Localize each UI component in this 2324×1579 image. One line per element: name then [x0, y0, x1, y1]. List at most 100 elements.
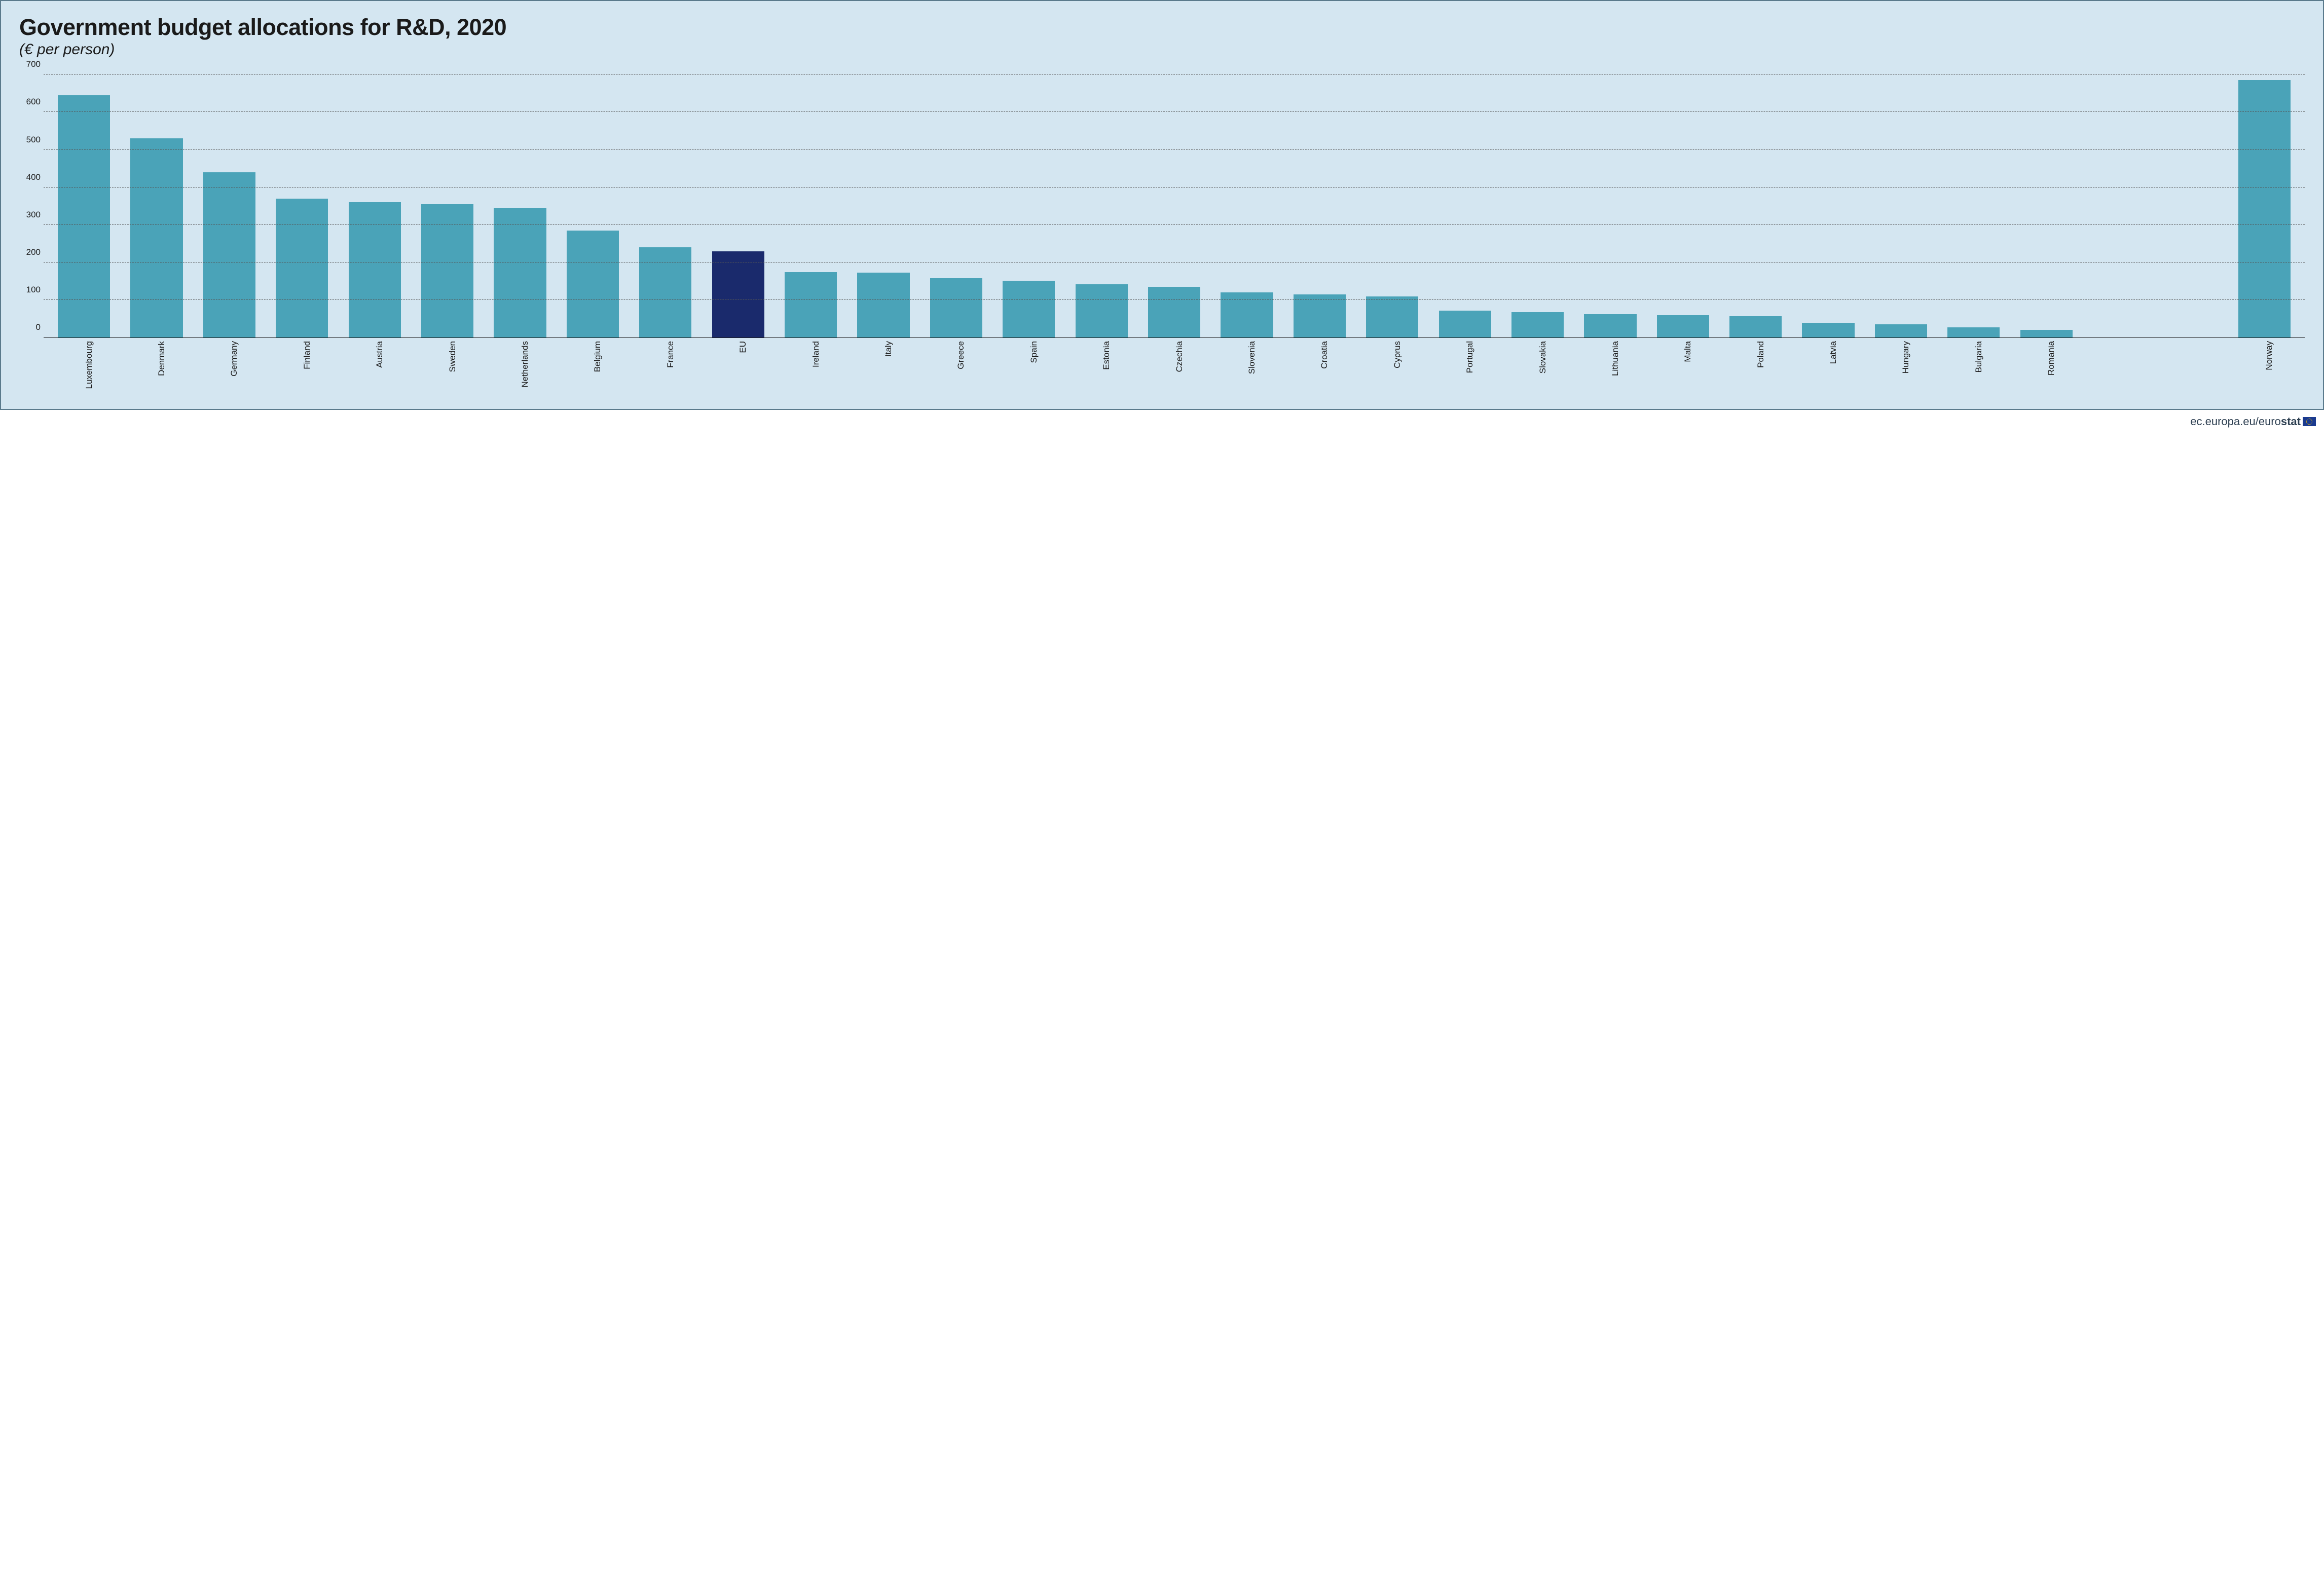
x-label-slot: Poland	[1719, 338, 1792, 404]
bar	[1584, 314, 1636, 338]
x-label-slot: Spain	[992, 338, 1065, 404]
bar	[857, 273, 909, 337]
x-tick-label: Finland	[302, 341, 312, 369]
x-label-slot: EU	[702, 338, 774, 404]
bar-slot	[1865, 74, 1937, 337]
bar	[1511, 312, 1564, 337]
source-url-prefix: ec.europa.eu/	[2190, 415, 2259, 428]
chart-card: Government budget allocations for R&D, 2…	[0, 0, 2324, 410]
x-label-slot: Slovakia	[1501, 338, 1574, 404]
x-label-slot: Romania	[2010, 338, 2083, 404]
bar	[785, 272, 837, 338]
bar-gap	[2155, 74, 2228, 337]
bar-slot	[1210, 74, 1283, 337]
x-tick-label: Netherlands	[520, 341, 530, 388]
x-tick-label: France	[666, 341, 676, 368]
x-label-slot: Estonia	[1065, 338, 1137, 404]
bar-slot	[702, 74, 774, 337]
bar	[1947, 327, 2000, 338]
bar-slot	[339, 74, 411, 337]
brand-stat: stat	[2281, 415, 2301, 428]
x-tick-label: Denmark	[157, 341, 167, 376]
gridline	[44, 149, 2305, 150]
x-gap	[2155, 338, 2228, 404]
x-gap	[2083, 338, 2155, 404]
chart-subtitle: (€ per person)	[19, 41, 2305, 58]
bar	[1366, 296, 1418, 338]
x-label-slot: Greece	[920, 338, 992, 404]
gridline	[44, 299, 2305, 300]
x-tick-label: Austria	[375, 341, 385, 368]
x-tick-label: Germany	[229, 341, 239, 377]
x-tick-label: Hungary	[1901, 341, 1911, 373]
x-label-slot: Croatia	[1283, 338, 1356, 404]
plot-area: 0100200300400500600700	[44, 74, 2305, 338]
bar	[1439, 311, 1491, 337]
x-tick-label: Luxembourg	[84, 341, 94, 389]
bar-slot	[1574, 74, 1646, 337]
bar-slot	[557, 74, 629, 337]
bar	[1729, 316, 1782, 337]
bar	[1657, 315, 1709, 337]
bar-slot	[847, 74, 919, 337]
y-tick-label: 0	[19, 322, 41, 332]
x-label-slot: Lithuania	[1574, 338, 1646, 404]
x-label-slot: Belgium	[557, 338, 629, 404]
bar-slot	[266, 74, 338, 337]
x-label-slot: Portugal	[1428, 338, 1501, 404]
bar	[130, 138, 182, 337]
bar-slot	[992, 74, 1065, 337]
bar	[1294, 294, 1346, 337]
gridline	[44, 111, 2305, 112]
x-tick-label: Sweden	[448, 341, 458, 372]
bar	[1148, 287, 1200, 337]
x-tick-label: Czechia	[1174, 341, 1185, 372]
bar-slot	[120, 74, 193, 337]
x-tick-label: Greece	[956, 341, 966, 369]
bar	[1003, 281, 1055, 338]
bar-slot	[1501, 74, 1574, 337]
x-tick-label: Slovenia	[1247, 341, 1257, 374]
x-label-slot: Germany	[193, 338, 266, 404]
bar-slot	[48, 74, 120, 337]
x-tick-label: Lithuania	[1610, 341, 1620, 376]
gridline	[44, 224, 2305, 225]
x-axis-labels: Luxembourg Denmark Germany Finland Austria Sw…	[44, 338, 2305, 404]
x-tick-label: Belgium	[593, 341, 603, 372]
y-tick-label: 500	[19, 135, 41, 145]
x-label-slot: Norway	[2228, 338, 2301, 404]
x-label-slot: Denmark	[120, 338, 193, 404]
y-tick-label: 100	[19, 285, 41, 295]
figure-container: Government budget allocations for R&D, 2…	[0, 0, 2324, 431]
x-label-slot: Czechia	[1138, 338, 1210, 404]
x-label-slot: France	[629, 338, 702, 404]
bar-slot	[2010, 74, 2083, 337]
bar-slot	[774, 74, 847, 337]
x-tick-label: Croatia	[1319, 341, 1330, 369]
bar-slot	[1937, 74, 2010, 337]
bar-slot	[484, 74, 556, 337]
bar	[712, 251, 764, 338]
brand-euro: euro	[2259, 415, 2281, 428]
y-tick-label: 200	[19, 247, 41, 257]
bar-slot	[193, 74, 266, 337]
x-tick-label: Romania	[2046, 341, 2056, 375]
y-tick-label: 300	[19, 210, 41, 220]
chart-area: 0100200300400500600700 Luxembourg Denmark…	[19, 74, 2305, 404]
bar	[1802, 323, 1854, 338]
x-label-slot: Latvia	[1792, 338, 1864, 404]
x-tick-label: Poland	[1756, 341, 1766, 368]
y-tick-label: 700	[19, 59, 41, 69]
bar-group	[44, 74, 2305, 337]
x-tick-label: Bulgaria	[1974, 341, 1984, 372]
bar-slot	[1283, 74, 1356, 337]
bar-slot	[629, 74, 702, 337]
source-footer: ec.europa.eu/eurostat	[0, 410, 2324, 431]
bar-slot	[1719, 74, 1792, 337]
x-label-slot: Austria	[339, 338, 411, 404]
bar-slot	[2228, 74, 2301, 337]
bar-slot	[1647, 74, 1719, 337]
bar-slot	[1138, 74, 1210, 337]
x-tick-label: Slovakia	[1538, 341, 1548, 373]
x-label-slot: Hungary	[1865, 338, 1937, 404]
